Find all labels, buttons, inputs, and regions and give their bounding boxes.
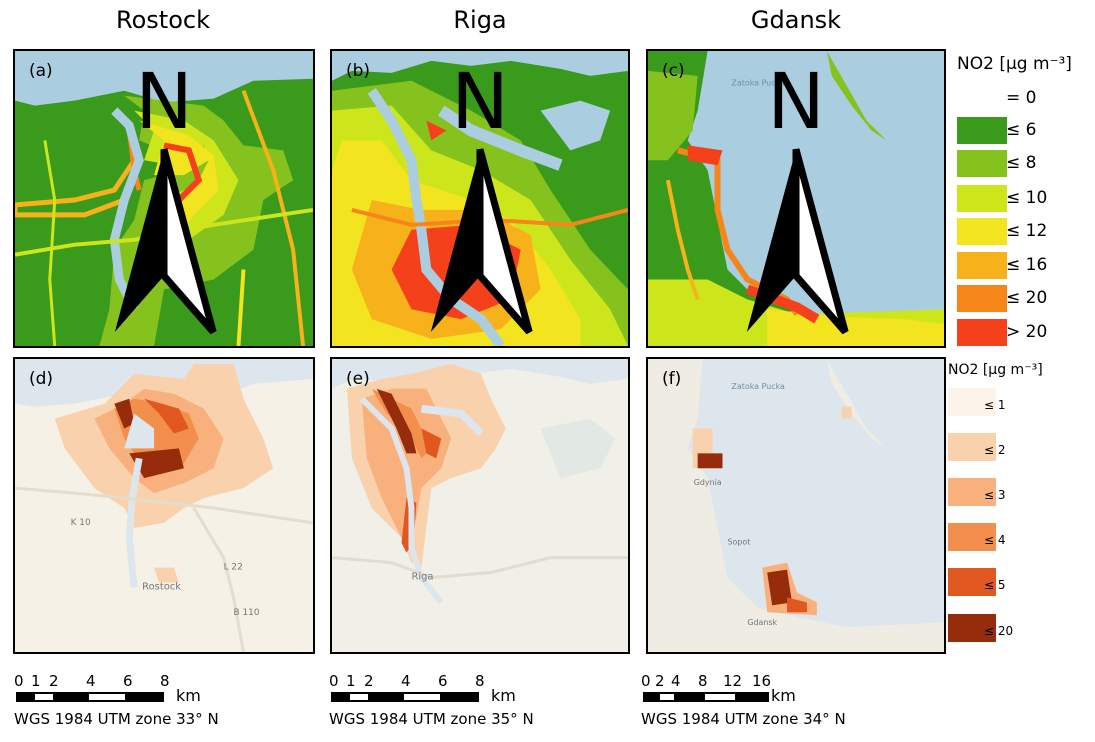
legend-top-label: ≤ 20	[1006, 288, 1048, 308]
legend-top-swatch	[957, 150, 1007, 177]
legend-bottom-label: ≤ 20	[984, 624, 1014, 638]
scale-tick: 1	[346, 672, 356, 690]
scalebar-gdansk: 0 2 4 8 12 16 km WGS 1984 UTM zone 34° N	[641, 672, 891, 732]
panel-label-d: (d)	[29, 369, 54, 389]
scale-tick: 4	[401, 672, 411, 690]
panel-label-f: (f)	[662, 369, 682, 389]
projection-label: WGS 1984 UTM zone 33° N	[14, 710, 219, 728]
scale-tick: 2	[655, 672, 665, 690]
map-panel-b-riga: (b) N	[330, 49, 630, 348]
scale-unit: km	[771, 686, 796, 705]
svg-text:Riga: Riga	[411, 571, 433, 582]
map-panel-f-gdansk: Zatoka Pucka Gdynia Sopot Gdansk (f)	[646, 357, 946, 654]
panel-label-c: (c)	[662, 61, 685, 81]
panel-label-a: (a)	[29, 61, 53, 81]
svg-text:Gdansk: Gdansk	[747, 618, 777, 627]
legend-top-label: ≤ 6	[1006, 120, 1037, 140]
scale-tick: 8	[698, 672, 708, 690]
scalebar-rostock: 0 1 2 4 6 8 km WGS 1984 UTM zone 33° N	[14, 672, 264, 732]
legend-top-label: ≤ 8	[1006, 153, 1037, 173]
svg-text:K 10: K 10	[71, 518, 91, 528]
rostock-contribution-map: K 10 L 22 Rostock B 110	[15, 359, 313, 652]
scale-tick: 0	[641, 672, 651, 690]
scale-tick: 6	[123, 672, 133, 690]
svg-text:Rostock: Rostock	[142, 581, 181, 592]
projection-label: WGS 1984 UTM zone 34° N	[641, 710, 846, 728]
legend-bottom-swatch	[948, 478, 996, 506]
scale-tick: 2	[49, 672, 59, 690]
scale-bar	[643, 692, 769, 702]
panel-label-e: (e)	[346, 369, 370, 389]
legend-bottom-label: ≤ 5	[984, 578, 1006, 592]
svg-text:Zatoka Pucka: Zatoka Pucka	[731, 79, 785, 88]
legend-bottom-swatch	[948, 523, 996, 551]
scale-tick: 4	[671, 672, 681, 690]
column-title-riga: Riga	[453, 6, 507, 34]
north-arrow-icon: N	[114, 57, 217, 335]
map-panel-d-rostock: K 10 L 22 Rostock B 110 (d)	[13, 357, 315, 654]
north-arrow-icon: N	[430, 57, 533, 335]
legend-top-label: ≤ 16	[1006, 255, 1048, 275]
svg-text:Sopot: Sopot	[727, 538, 750, 547]
legend-top-swatch	[957, 285, 1007, 312]
riga-contribution-map: Riga	[332, 359, 628, 652]
legend-top-title: NO2 [µg m⁻³]	[957, 54, 1072, 74]
legend-top-swatch	[957, 319, 1007, 346]
legend-bottom-swatch	[948, 568, 996, 596]
gdansk-concentration-map: Zatoka Pucka	[648, 51, 944, 346]
scale-tick: 6	[438, 672, 448, 690]
legend-bottom-swatch	[948, 388, 996, 416]
scale-bar	[16, 692, 164, 702]
scale-tick: 12	[723, 672, 743, 690]
scalebar-riga: 0 1 2 4 6 8 km WGS 1984 UTM zone 35° N	[329, 672, 579, 732]
svg-text:L 22: L 22	[224, 563, 243, 573]
svg-text:B 110: B 110	[234, 608, 260, 618]
legend-top-label: ≤ 12	[1006, 221, 1048, 241]
svg-text:N: N	[135, 57, 193, 147]
scale-tick: 1	[31, 672, 41, 690]
scale-tick: 8	[475, 672, 485, 690]
map-panel-c-gdansk: Zatoka Pucka (c) N	[646, 49, 946, 348]
legend-top-label: > 20	[1006, 322, 1048, 342]
north-arrow-icon: N	[746, 57, 849, 335]
scale-tick: 0	[329, 672, 339, 690]
panel-label-b: (b)	[346, 61, 371, 81]
gdansk-contribution-map: Zatoka Pucka Gdynia Sopot Gdansk	[648, 359, 944, 652]
scale-tick: 16	[752, 672, 772, 690]
column-title-gdansk: Gdansk	[750, 6, 842, 34]
column-title-rostock: Rostock	[116, 6, 210, 34]
legend-top-swatch	[957, 117, 1007, 144]
legend-bottom-swatch	[948, 433, 996, 461]
legend-bottom-title: NO2 [µg m⁻³]	[948, 362, 1043, 378]
legend-top-swatch	[957, 185, 1007, 212]
svg-text:Gdynia: Gdynia	[694, 478, 722, 487]
legend-top-label: ≤ 10	[1006, 188, 1048, 208]
svg-text:N: N	[767, 57, 825, 147]
legend-bottom-label: ≤ 2	[984, 443, 1006, 457]
scale-tick: 0	[14, 672, 24, 690]
legend-bottom-label: ≤ 4	[984, 533, 1006, 547]
projection-label: WGS 1984 UTM zone 35° N	[329, 710, 534, 728]
scale-tick: 4	[86, 672, 96, 690]
map-panel-a-rostock: (a) N	[13, 49, 315, 348]
legend-top-swatch	[957, 218, 1007, 245]
svg-text:N: N	[451, 57, 509, 147]
scale-unit: km	[491, 686, 516, 705]
svg-text:Zatoka Pucka: Zatoka Pucka	[731, 382, 785, 391]
map-panel-e-riga: Riga (e)	[330, 357, 630, 654]
scale-unit: km	[176, 686, 201, 705]
scale-tick: 8	[160, 672, 170, 690]
legend-bottom-swatch	[948, 614, 996, 642]
legend-top-swatch	[957, 252, 1007, 279]
scale-tick: 2	[364, 672, 374, 690]
legend-top-label: = 0	[1006, 88, 1037, 108]
scale-bar	[331, 692, 479, 702]
legend-bottom-label: ≤ 3	[984, 488, 1006, 502]
legend-bottom-label: ≤ 1	[984, 398, 1006, 412]
